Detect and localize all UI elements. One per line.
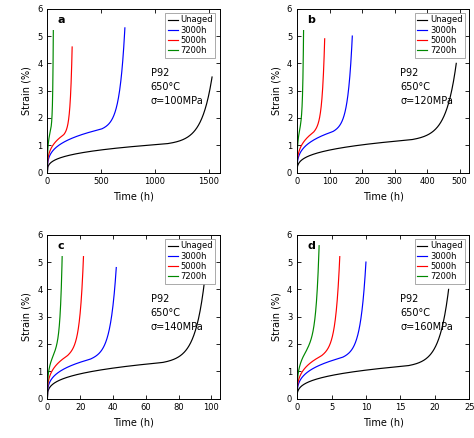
Text: a: a [58, 15, 65, 25]
Legend: Unaged, 3000h, 5000h, 7200h: Unaged, 3000h, 5000h, 7200h [165, 239, 215, 284]
X-axis label: Time (h): Time (h) [363, 418, 403, 428]
X-axis label: Time (h): Time (h) [363, 192, 403, 202]
Y-axis label: Strain (%): Strain (%) [271, 292, 281, 341]
Y-axis label: Strain (%): Strain (%) [22, 292, 32, 341]
Legend: Unaged, 3000h, 5000h, 7200h: Unaged, 3000h, 5000h, 7200h [415, 239, 465, 284]
Y-axis label: Strain (%): Strain (%) [271, 66, 281, 115]
Y-axis label: Strain (%): Strain (%) [22, 66, 32, 115]
Legend: Unaged, 3000h, 5000h, 7200h: Unaged, 3000h, 5000h, 7200h [415, 13, 465, 58]
Text: P92
650°C
σ=160MPa: P92 650°C σ=160MPa [401, 294, 453, 332]
X-axis label: Time (h): Time (h) [113, 192, 154, 202]
Text: c: c [58, 241, 64, 251]
Text: d: d [308, 241, 315, 251]
Legend: Unaged, 3000h, 5000h, 7200h: Unaged, 3000h, 5000h, 7200h [165, 13, 215, 58]
Text: P92
650°C
σ=120MPa: P92 650°C σ=120MPa [401, 68, 453, 106]
Text: b: b [308, 15, 315, 25]
X-axis label: Time (h): Time (h) [113, 418, 154, 428]
Text: P92
650°C
σ=100MPa: P92 650°C σ=100MPa [151, 68, 203, 106]
Text: P92
650°C
σ=140MPa: P92 650°C σ=140MPa [151, 294, 203, 332]
